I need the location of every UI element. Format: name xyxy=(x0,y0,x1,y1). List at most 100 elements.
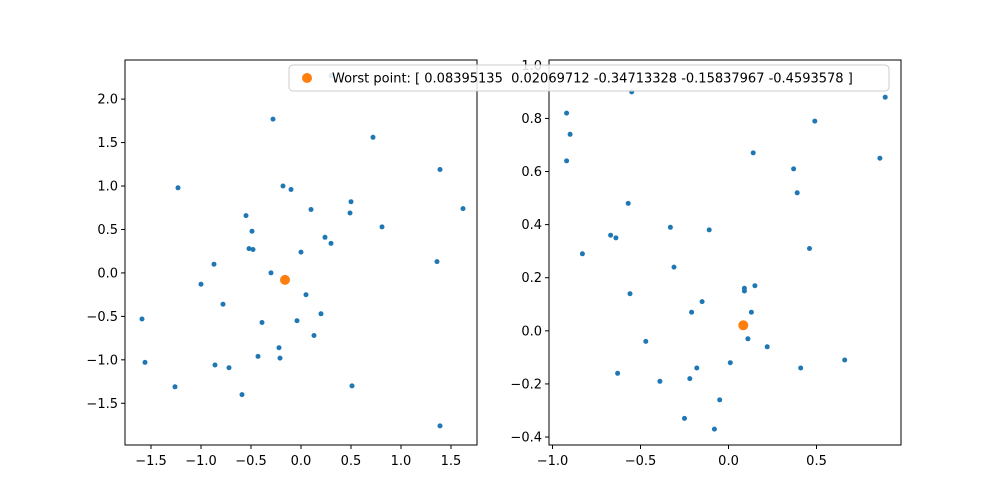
scatter-point xyxy=(239,392,245,398)
y-tick-label: 0.2 xyxy=(521,271,542,286)
scatter-point xyxy=(172,384,178,390)
scatter-point xyxy=(139,316,145,322)
scatter-point xyxy=(322,234,328,240)
y-tick-label: −0.5 xyxy=(86,310,118,325)
legend-worst-point-marker xyxy=(302,73,312,83)
scatter-point xyxy=(250,247,256,252)
y-tick-label: 0.0 xyxy=(521,324,542,339)
scatter-point xyxy=(211,261,217,267)
left-scatter-panel: −1.5 −1.0 −0.5 0.0 0.5 1.0 1.5 −1.5 −1.0 −0.5 0.0 0… xyxy=(86,59,478,469)
scatter-point xyxy=(460,206,466,212)
scatter-point xyxy=(613,235,619,241)
scatter-point xyxy=(657,378,663,384)
scatter-point xyxy=(791,166,797,172)
scatter-point xyxy=(682,415,687,421)
scatter-point xyxy=(615,370,621,376)
x-tick-label: −1.0 xyxy=(537,454,569,469)
scatter-point xyxy=(298,249,304,255)
scatter-point xyxy=(328,240,334,246)
x-tick-label: 0.0 xyxy=(718,454,739,469)
scatter-point xyxy=(437,423,443,429)
y-tick-label: 2.0 xyxy=(97,93,118,108)
legend: Worst point: [ 0.08395135 0.02069712 -0.… xyxy=(288,64,890,92)
scatter-point xyxy=(246,246,252,252)
y-tick-label: 1.0 xyxy=(97,180,118,195)
scatter-point xyxy=(243,213,249,219)
x-tick-label: −1.0 xyxy=(185,454,217,469)
scatter-point xyxy=(280,183,286,189)
x-tick-label: 0.5 xyxy=(341,454,362,469)
x-tick-label: 0.5 xyxy=(806,454,827,469)
legend-label: Worst point: [ 0.08395135 0.02069712 -0.… xyxy=(332,72,853,87)
scatter-point xyxy=(667,224,673,230)
scatter-point xyxy=(694,365,700,371)
scatter-point xyxy=(794,190,800,196)
scatter-point xyxy=(745,336,751,342)
worst-point-marker xyxy=(280,274,290,285)
scatter-point xyxy=(706,227,712,233)
scatter-point xyxy=(198,281,204,287)
scatter-point xyxy=(220,301,226,307)
y-tick-label: −0.4 xyxy=(510,431,542,446)
scatter-point xyxy=(311,333,317,338)
y-tick-label: 0.0 xyxy=(97,266,118,281)
scatter-point xyxy=(255,353,261,359)
y-tick-label: −0.2 xyxy=(510,377,542,392)
scatter-point xyxy=(608,232,614,238)
scatter-point xyxy=(748,309,754,315)
scatter-point xyxy=(750,150,756,156)
legend-box xyxy=(288,64,890,92)
y-tick-label: 0.6 xyxy=(521,165,542,180)
y-tick-label: −1.5 xyxy=(86,397,118,412)
scatter-point xyxy=(437,167,443,172)
scatter-point xyxy=(349,383,355,389)
scatter-point xyxy=(699,299,705,305)
worst-point-marker xyxy=(738,320,749,331)
x-tick-label: 1.0 xyxy=(391,454,412,469)
y-tick-label: 1.5 xyxy=(97,136,118,151)
scatter-point xyxy=(379,224,385,230)
scatter-point xyxy=(752,283,758,289)
scatter-point xyxy=(689,309,695,315)
y-tick-label: 0.4 xyxy=(521,218,542,233)
scatter-point xyxy=(347,210,353,216)
axes-frame xyxy=(548,59,902,446)
y-tick-label: −1.0 xyxy=(86,353,118,368)
scatter-point xyxy=(434,259,440,265)
scatter-point xyxy=(882,94,888,100)
scatter-point xyxy=(142,359,148,365)
scatter-point xyxy=(294,318,300,324)
scatter-point xyxy=(842,357,848,363)
scatter-point xyxy=(643,338,649,344)
scatter-point xyxy=(564,110,570,116)
right-scatter-panel: −1.0−0.50.00.5−0.4−0.20.00.20.40.60.81.0 xyxy=(510,59,902,469)
scatter-point xyxy=(212,362,218,368)
scatter-point xyxy=(303,292,309,298)
scatter-point xyxy=(226,365,232,371)
scatter-point xyxy=(717,397,723,403)
scatter-point xyxy=(268,270,274,276)
scatter-point xyxy=(579,251,585,257)
scatter-point xyxy=(288,187,294,192)
scatter-point xyxy=(249,228,255,234)
scatter-point xyxy=(308,207,314,212)
scatter-point xyxy=(671,264,677,270)
y-tick-label: 0.8 xyxy=(521,112,542,127)
scatter-point xyxy=(567,131,573,137)
scatter-point xyxy=(564,158,570,164)
scatter-point xyxy=(812,118,818,124)
scatter-point xyxy=(348,199,354,205)
scatter-point xyxy=(877,155,883,161)
scatter-point xyxy=(711,426,717,432)
y-tick-label: 0.5 xyxy=(97,223,118,238)
scatter-point xyxy=(175,185,181,191)
scatter-point xyxy=(625,200,631,206)
scatter-point xyxy=(259,320,265,325)
scatter-point xyxy=(687,376,693,382)
x-tick-label: 1.5 xyxy=(441,454,462,469)
x-tick-label: −0.5 xyxy=(625,454,657,469)
scatter-point xyxy=(807,246,812,251)
scatter-point xyxy=(627,291,633,297)
scatter-point xyxy=(764,344,770,350)
